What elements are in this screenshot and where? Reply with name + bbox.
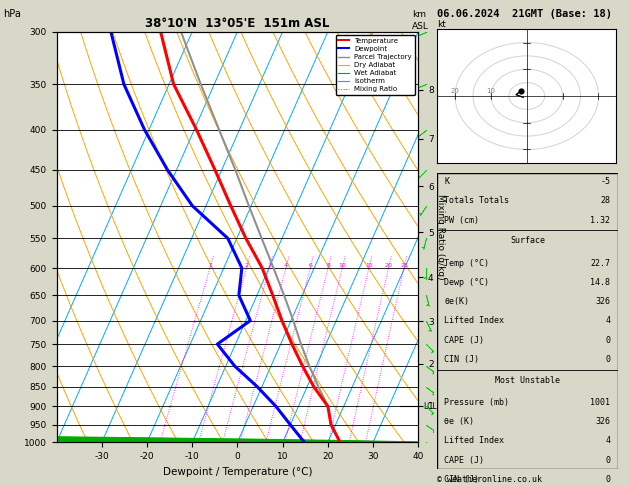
Point — [516, 87, 526, 94]
Text: 0: 0 — [606, 475, 611, 484]
Text: Totals Totals: Totals Totals — [444, 196, 509, 205]
Text: 0: 0 — [606, 355, 611, 364]
Legend: Temperature, Dewpoint, Parcel Trajectory, Dry Adiabat, Wet Adiabat, Isotherm, Mi: Temperature, Dewpoint, Parcel Trajectory… — [336, 35, 415, 95]
Text: 4: 4 — [606, 436, 611, 445]
Text: 15: 15 — [365, 263, 373, 268]
Text: hPa: hPa — [3, 9, 21, 19]
Text: Most Unstable: Most Unstable — [495, 376, 560, 384]
Text: 8: 8 — [326, 263, 330, 268]
Text: Dewp (°C): Dewp (°C) — [444, 278, 489, 287]
Text: © weatheronline.co.uk: © weatheronline.co.uk — [437, 475, 542, 484]
Text: θe (K): θe (K) — [444, 417, 474, 426]
Text: 0: 0 — [606, 335, 611, 345]
Title: 38°10'N  13°05'E  151m ASL: 38°10'N 13°05'E 151m ASL — [145, 17, 330, 31]
Text: km: km — [412, 10, 426, 19]
Text: 10: 10 — [486, 88, 496, 94]
Text: K: K — [444, 177, 449, 186]
Text: 3: 3 — [267, 263, 271, 268]
Y-axis label: Mixing Ratio (g/kg): Mixing Ratio (g/kg) — [436, 194, 445, 280]
Text: 0: 0 — [606, 456, 611, 465]
Text: CAPE (J): CAPE (J) — [444, 456, 484, 465]
Text: 22.7: 22.7 — [591, 259, 611, 267]
Text: Temp (°C): Temp (°C) — [444, 259, 489, 267]
Text: 2: 2 — [245, 263, 248, 268]
Text: θe(K): θe(K) — [444, 297, 469, 306]
Text: kt: kt — [437, 20, 446, 29]
Text: 4: 4 — [284, 263, 288, 268]
Text: -5: -5 — [601, 177, 611, 186]
Text: 20: 20 — [450, 88, 460, 94]
Text: 28: 28 — [601, 196, 611, 205]
Text: 6: 6 — [308, 263, 312, 268]
Text: CIN (J): CIN (J) — [444, 355, 479, 364]
Text: LCL: LCL — [424, 402, 437, 411]
Text: 326: 326 — [596, 417, 611, 426]
Text: 14.8: 14.8 — [591, 278, 611, 287]
Text: 06.06.2024  21GMT (Base: 18): 06.06.2024 21GMT (Base: 18) — [437, 9, 612, 19]
Text: Lifted Index: Lifted Index — [444, 316, 504, 325]
Text: CIN (J): CIN (J) — [444, 475, 479, 484]
Text: 1001: 1001 — [591, 398, 611, 407]
Text: ASL: ASL — [412, 22, 429, 31]
Text: Pressure (mb): Pressure (mb) — [444, 398, 509, 407]
X-axis label: Dewpoint / Temperature (°C): Dewpoint / Temperature (°C) — [163, 467, 312, 477]
Text: Lifted Index: Lifted Index — [444, 436, 504, 445]
Text: 10: 10 — [338, 263, 346, 268]
Text: 1: 1 — [208, 263, 212, 268]
Text: 1.32: 1.32 — [591, 215, 611, 225]
Text: 326: 326 — [596, 297, 611, 306]
Text: 20: 20 — [384, 263, 392, 268]
Text: Surface: Surface — [510, 236, 545, 245]
Text: 4: 4 — [606, 316, 611, 325]
Text: CAPE (J): CAPE (J) — [444, 335, 484, 345]
Text: 25: 25 — [400, 263, 408, 268]
Text: PW (cm): PW (cm) — [444, 215, 479, 225]
